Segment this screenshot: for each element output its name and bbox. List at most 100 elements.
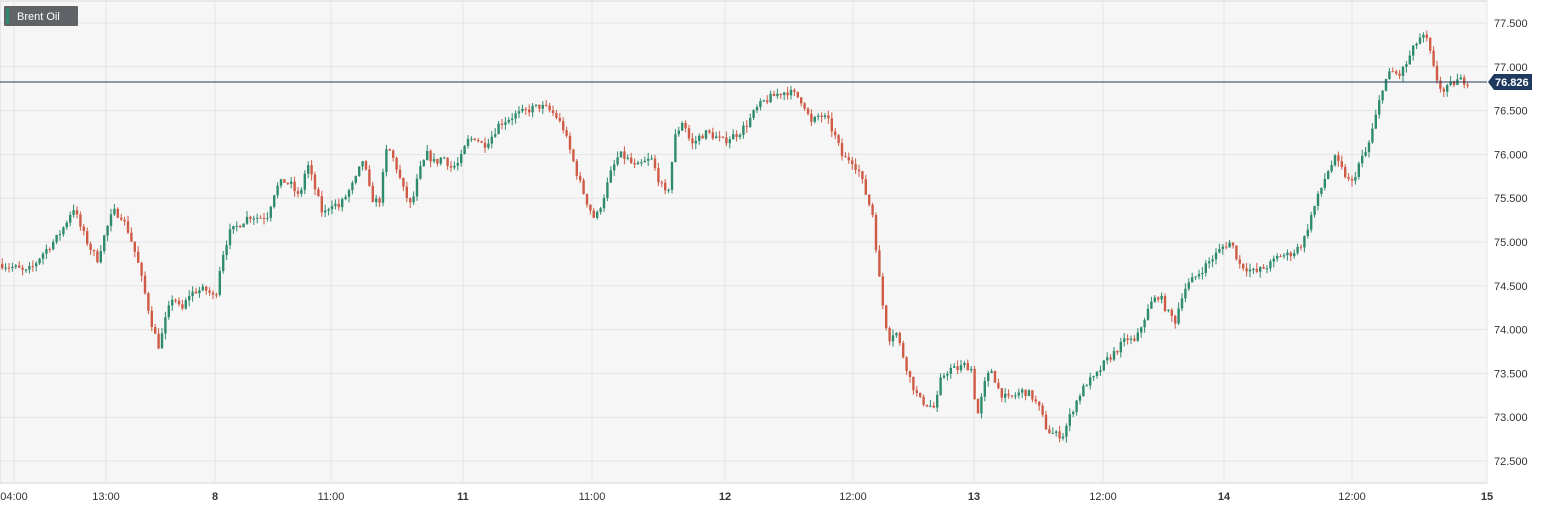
candle-body bbox=[840, 143, 844, 156]
candle-body bbox=[385, 149, 388, 172]
candle-body bbox=[120, 217, 123, 220]
candle-body bbox=[453, 165, 456, 168]
candle-body bbox=[966, 362, 969, 371]
candle-body bbox=[1235, 245, 1238, 260]
candle-body bbox=[558, 117, 561, 121]
candle-body bbox=[82, 226, 85, 232]
candle-body bbox=[1395, 71, 1398, 74]
candle-body bbox=[1276, 256, 1279, 259]
candle-body bbox=[1286, 252, 1289, 256]
candle-body bbox=[1364, 151, 1367, 156]
candle-body bbox=[592, 210, 595, 218]
candle-body bbox=[854, 164, 857, 170]
candle-body bbox=[1401, 66, 1405, 76]
candle-body bbox=[1354, 176, 1357, 181]
x-axis: 04:00 13:00 8 11:00 11 11:00 12 12:00 13 12:00 14 1… bbox=[0, 491, 1493, 503]
candle-body bbox=[545, 104, 548, 106]
candle-body bbox=[708, 130, 711, 133]
candle-body bbox=[1004, 393, 1007, 398]
y-tick-label: 75.000 bbox=[1494, 237, 1528, 249]
candle-body bbox=[769, 93, 772, 103]
candle-body bbox=[1459, 77, 1462, 80]
candle-body bbox=[810, 113, 813, 122]
candle-body bbox=[1279, 256, 1282, 258]
candle-body bbox=[160, 333, 164, 349]
candle-body bbox=[28, 266, 31, 270]
candle-body bbox=[1085, 385, 1088, 387]
candle-body bbox=[228, 229, 232, 246]
candle-body bbox=[922, 396, 925, 405]
candle-body bbox=[412, 196, 415, 203]
candle-body bbox=[732, 134, 735, 140]
candle-body bbox=[1194, 276, 1197, 278]
candle-body bbox=[891, 335, 895, 342]
candle-body bbox=[704, 130, 708, 139]
candle-body bbox=[932, 405, 935, 408]
x-tick-label: 11:00 bbox=[579, 491, 606, 503]
y-tick-label: 72.500 bbox=[1494, 456, 1528, 468]
candle-body bbox=[664, 182, 667, 191]
candle-body bbox=[1333, 155, 1337, 166]
candle-body bbox=[691, 138, 694, 144]
candle-body bbox=[1126, 338, 1129, 340]
candle-body bbox=[725, 137, 728, 144]
candle-body bbox=[1201, 272, 1204, 275]
candle-body bbox=[640, 162, 643, 164]
candle-body bbox=[745, 125, 748, 127]
candle-body bbox=[1177, 308, 1180, 324]
x-tick-label: 11 bbox=[457, 491, 469, 503]
candle-body bbox=[58, 234, 62, 236]
y-tick-label: 73.500 bbox=[1494, 368, 1528, 380]
instrument-title-box: Brent Oil bbox=[4, 6, 78, 26]
candle-body bbox=[1041, 405, 1044, 415]
candle-body bbox=[1048, 429, 1051, 434]
candle-body bbox=[1442, 88, 1445, 92]
candle-body bbox=[1262, 267, 1265, 269]
candle-body bbox=[728, 139, 731, 144]
candle-body bbox=[55, 235, 58, 242]
candle-body bbox=[307, 165, 310, 174]
candle-body bbox=[266, 217, 269, 219]
candle-body bbox=[528, 109, 531, 113]
candle-body bbox=[103, 235, 106, 252]
candle-body bbox=[351, 182, 354, 191]
candle-body bbox=[181, 304, 184, 309]
candle-body bbox=[75, 210, 79, 215]
candle-body bbox=[1143, 320, 1146, 328]
candle-body bbox=[912, 376, 915, 391]
candle-body bbox=[1184, 288, 1187, 299]
candle-body bbox=[1357, 163, 1360, 177]
x-tick-label: 11:00 bbox=[318, 491, 345, 503]
candle-body bbox=[820, 115, 823, 118]
candle-body bbox=[361, 161, 364, 167]
candle-body bbox=[766, 100, 769, 103]
candle-body bbox=[596, 211, 599, 218]
candle-body bbox=[211, 292, 215, 295]
candle-body bbox=[171, 299, 174, 306]
candle-body bbox=[772, 93, 776, 97]
candle-body bbox=[881, 276, 884, 306]
candle-body bbox=[949, 367, 952, 374]
candle-body bbox=[1221, 246, 1224, 249]
candle-body bbox=[939, 377, 942, 395]
candle-body bbox=[1252, 268, 1255, 270]
candle-body bbox=[205, 286, 208, 291]
candle-body bbox=[942, 375, 946, 378]
x-tick-label: 04:00 bbox=[0, 491, 28, 503]
candle-body bbox=[174, 299, 177, 301]
candle-body bbox=[1242, 263, 1245, 269]
candle-body bbox=[681, 122, 684, 131]
candle-body bbox=[99, 251, 102, 263]
candle-body bbox=[806, 108, 810, 114]
candle-body bbox=[293, 181, 296, 192]
candle-body bbox=[1398, 73, 1401, 76]
candle-body bbox=[888, 328, 891, 342]
candle-body bbox=[657, 168, 660, 183]
candle-body bbox=[1078, 396, 1082, 401]
candle-body bbox=[126, 221, 130, 233]
candle-body bbox=[45, 248, 48, 254]
candle-body bbox=[1021, 389, 1024, 393]
candle-body bbox=[269, 206, 272, 218]
candle-body bbox=[963, 362, 966, 366]
